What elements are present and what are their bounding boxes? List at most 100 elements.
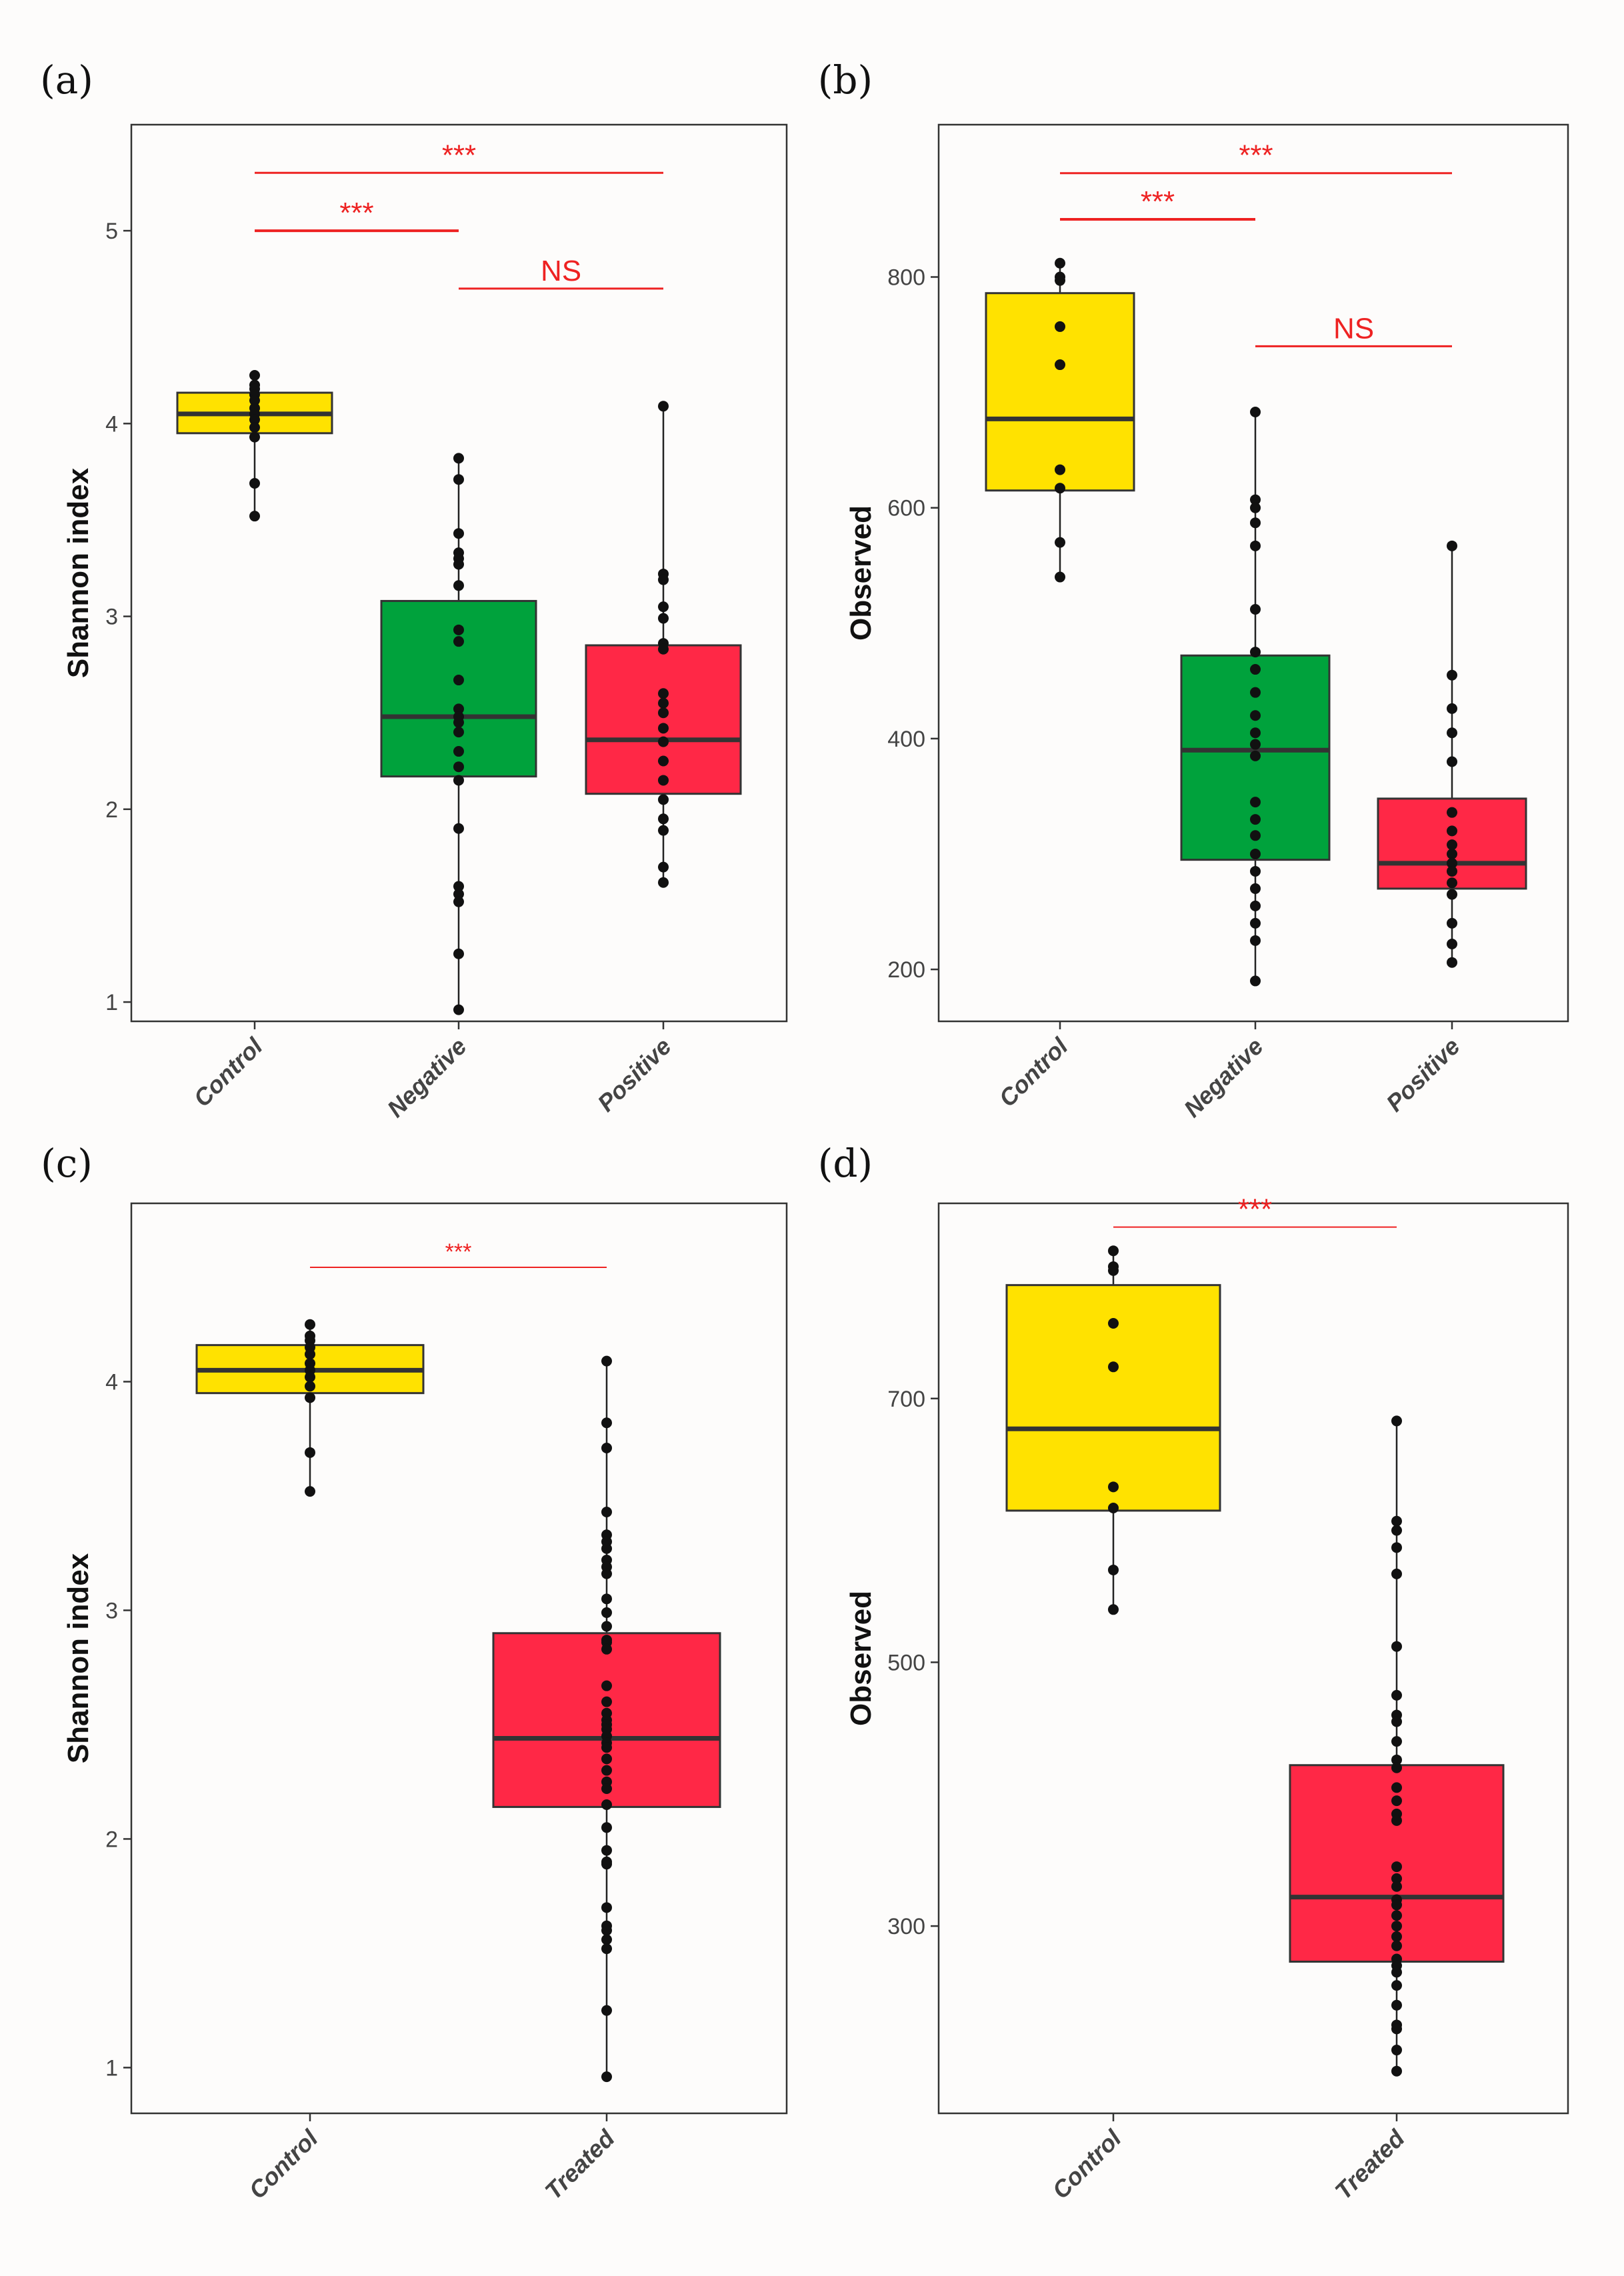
data-point [601,1543,612,1554]
plot-frame [130,1202,788,2115]
significance-label: *** [1239,139,1273,172]
data-point [601,1934,612,1945]
data-point [453,948,464,959]
data-point [453,636,464,647]
significance-label: *** [1238,1193,1272,1226]
data-point [1250,917,1261,929]
data-point [1391,1754,1402,1765]
data-point [1447,756,1457,767]
data-point [305,1371,315,1383]
data-point [1250,494,1261,505]
data-point [1055,257,1065,269]
data-point [1250,517,1261,529]
data-point [249,478,260,489]
data-point [601,1696,612,1707]
data-point [601,1765,612,1776]
y-axis-label: Shannon index [62,1553,95,1763]
panel-label: (d) [818,1141,873,1186]
data-point [1250,502,1261,513]
data-point [453,580,464,591]
data-point [601,1442,612,1453]
data-point [1250,865,1261,877]
data-point [658,707,669,719]
data-point [249,414,260,425]
data-point [601,1845,612,1856]
data-point [453,823,464,834]
data-point [1391,1899,1402,1911]
data-point [658,688,669,699]
data-point [601,1742,612,1753]
data-point [1055,359,1065,371]
data-point [601,1753,612,1765]
y-tick-label: 4 [105,411,118,437]
data-point [1108,1361,1119,1373]
y-tick-label: 800 [887,265,925,290]
x-tick-label: Treated [539,2124,620,2205]
data-point [658,697,669,709]
data-point [1055,483,1065,494]
data-point [453,624,464,635]
y-tick-label: 400 [887,727,925,752]
data-point [1108,1564,1119,1575]
data-point [453,1004,464,1015]
data-point [249,370,260,381]
data-point [658,723,669,734]
data-point [1250,710,1261,721]
data-point [453,889,464,900]
data-point [1391,1762,1402,1773]
data-point [305,1447,315,1458]
data-point [601,1680,612,1691]
data-point [1447,865,1457,877]
y-tick-label: 200 [887,957,925,983]
data-point [1447,849,1457,860]
x-tick-label: Negative [382,1033,472,1123]
data-point [601,2005,612,2016]
data-point [658,775,669,786]
data-point [1391,1999,1402,2011]
data-point [1250,750,1261,761]
data-point [1391,2065,1402,2077]
data-point [601,1902,612,1913]
panel-d: (d) 300 500 700 Observed Control Treated *** [818,1141,1569,2205]
data-point [1250,604,1261,615]
data-point [1391,1861,1402,1873]
data-point [249,431,260,443]
data-point [658,736,669,747]
data-point [1391,1542,1402,1553]
data-point [1391,1815,1402,1826]
y-axis-label: Observed [845,1591,877,1726]
data-point [1250,975,1261,987]
y-tick-label: 1 [105,990,118,1015]
data-point [1391,1736,1402,1747]
x-tick-label: Positive [592,1033,677,1117]
data-point [658,601,669,613]
data-point [1055,537,1065,548]
data-point [1108,1502,1119,1513]
significance-label: *** [445,1239,472,1265]
data-point [1391,2023,1402,2035]
data-point [1391,1515,1402,1527]
data-point [601,1607,612,1618]
data-point [1108,1265,1119,1276]
data-point [1391,1881,1402,1892]
data-point [453,761,464,773]
data-point [601,1643,612,1655]
data-point [1447,939,1457,950]
panel-label: (b) [818,57,873,103]
data-point [1447,669,1457,681]
data-point [601,2071,612,2083]
panel-b: (b) 200 400 600 800 Observed Control Negative Po… [818,57,1569,1123]
data-point [453,453,464,464]
data-point [1447,917,1457,929]
data-point [453,717,464,728]
data-point [1250,900,1261,911]
data-point [1447,703,1457,714]
data-point [1391,1568,1402,1579]
x-tick-label: Control [188,1032,268,1112]
data-point [601,1355,612,1367]
data-point [453,675,464,686]
data-point [249,422,260,433]
data-point [1447,825,1457,837]
y-tick-label: 600 [887,496,925,521]
data-point [658,825,669,836]
